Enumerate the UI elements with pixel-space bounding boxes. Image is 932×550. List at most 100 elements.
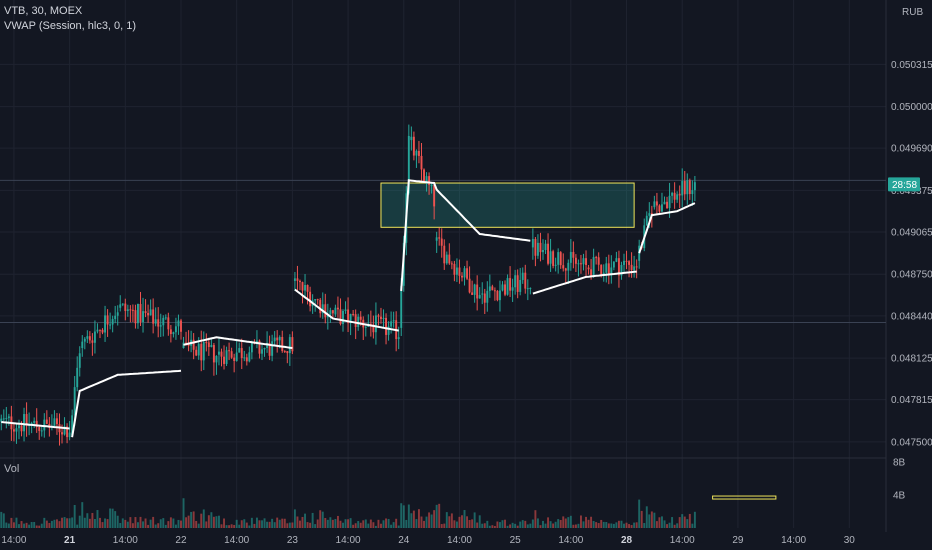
candle-body — [288, 337, 291, 354]
symbol-legend[interactable]: VTB, 30, MOEX — [4, 5, 83, 17]
candle-body — [374, 315, 377, 333]
volume-bar — [53, 519, 56, 528]
volume-bar — [392, 522, 395, 528]
candle-body — [301, 282, 304, 291]
volume-bar — [420, 516, 423, 528]
vwap-legend[interactable]: VWAP (Session, hlc3, 0, 1) — [4, 20, 137, 32]
volume-bar — [336, 515, 339, 528]
volume-bar — [648, 514, 651, 528]
candle-body — [542, 250, 544, 253]
volume-bar — [514, 523, 517, 528]
time-axis[interactable]: 14:00 21 14:00 22 14:00 23 14:00 24 14:00 25 14:00… — [1, 535, 855, 546]
candle-body — [458, 267, 461, 276]
volume-bar — [496, 521, 499, 528]
candle-body — [215, 355, 218, 363]
candle-body — [415, 150, 418, 156]
candle-body — [169, 329, 172, 335]
candle-body — [316, 299, 319, 301]
volume-bar — [220, 524, 223, 528]
volume-bar — [549, 521, 552, 528]
candle-body — [129, 309, 132, 311]
volume-bars — [0, 498, 696, 528]
candle-body — [35, 420, 38, 428]
volume-bar — [233, 524, 236, 528]
candle-body — [617, 258, 620, 276]
volume-bar — [501, 520, 504, 528]
candle-body — [433, 184, 436, 207]
candle-body — [299, 280, 301, 283]
candle-body — [66, 426, 69, 438]
volume-bar — [159, 519, 162, 528]
volume-bar — [286, 523, 289, 528]
candle-body — [207, 342, 210, 347]
volume-bar — [43, 517, 46, 528]
candle-body — [693, 182, 696, 191]
volume-bar — [293, 509, 296, 528]
volume-bar — [276, 517, 279, 528]
volume-bar — [686, 519, 689, 528]
candle-body — [121, 303, 124, 305]
volume-axis: 8B 4B — [893, 458, 906, 502]
last-price-badge — [888, 177, 920, 192]
candle-body — [15, 428, 18, 432]
volume-bar — [481, 523, 484, 528]
volume-bar — [635, 522, 638, 528]
candle-body — [666, 201, 668, 209]
candle-body — [607, 263, 610, 276]
price-axis[interactable]: 0.050315 0.050000 0.049690 0.049375 0.049065… — [891, 60, 932, 449]
candle-body — [392, 320, 395, 322]
price-tick-label: 0.049690 — [891, 144, 932, 155]
volume-bar — [374, 525, 377, 528]
volume-bar — [435, 504, 438, 528]
price-tick-label: 0.047500 — [891, 437, 932, 448]
volume-bar — [587, 519, 590, 528]
chart-legend[interactable]: VTB, 30, MOEX VWAP (Session, hlc3, 0, 1) — [4, 4, 136, 34]
volume-bar — [385, 518, 388, 528]
candle-body — [564, 268, 567, 271]
volume-legend[interactable]: Vol — [4, 463, 20, 475]
volume-bar — [174, 524, 177, 528]
candle-body — [582, 258, 585, 265]
candle-body — [569, 251, 572, 263]
candle-body — [286, 351, 289, 354]
candle-body — [397, 337, 400, 340]
candle-body — [174, 326, 177, 333]
candle-body — [481, 293, 484, 295]
candle-body — [448, 254, 451, 264]
volume-bar — [468, 520, 471, 528]
candle-body — [506, 278, 509, 295]
candle-body — [202, 342, 205, 361]
candle-body — [524, 272, 527, 289]
rectangle-zone[interactable] — [380, 182, 635, 228]
candle-body — [223, 356, 225, 364]
candle-body — [167, 317, 170, 330]
vwap-segment — [400, 179, 531, 292]
candle-body — [425, 176, 428, 182]
volume-bar — [678, 517, 681, 528]
candle-body — [157, 319, 160, 327]
vwap-line — [1, 179, 696, 438]
candle-body — [83, 338, 86, 342]
volume-bar — [617, 520, 620, 528]
volume-bar — [643, 523, 646, 528]
candle-body — [473, 284, 476, 295]
volume-bar — [33, 522, 36, 528]
candle-body — [688, 180, 691, 195]
candle-body — [278, 336, 281, 341]
volume-bar — [412, 510, 415, 528]
candle-body — [445, 254, 448, 264]
candle-body — [476, 284, 479, 299]
time-tick-label: 29 — [732, 535, 744, 546]
candle-body — [501, 284, 504, 291]
volume-bar — [400, 503, 403, 528]
candle-body — [549, 251, 552, 264]
candle-body — [293, 278, 296, 281]
volume-bar — [580, 515, 582, 528]
volume-bar — [334, 518, 337, 528]
volume-bar — [218, 515, 220, 528]
volume-bar — [106, 519, 109, 528]
volume-bar — [693, 511, 696, 528]
volume-bar — [172, 518, 175, 528]
candle-body — [240, 348, 243, 359]
